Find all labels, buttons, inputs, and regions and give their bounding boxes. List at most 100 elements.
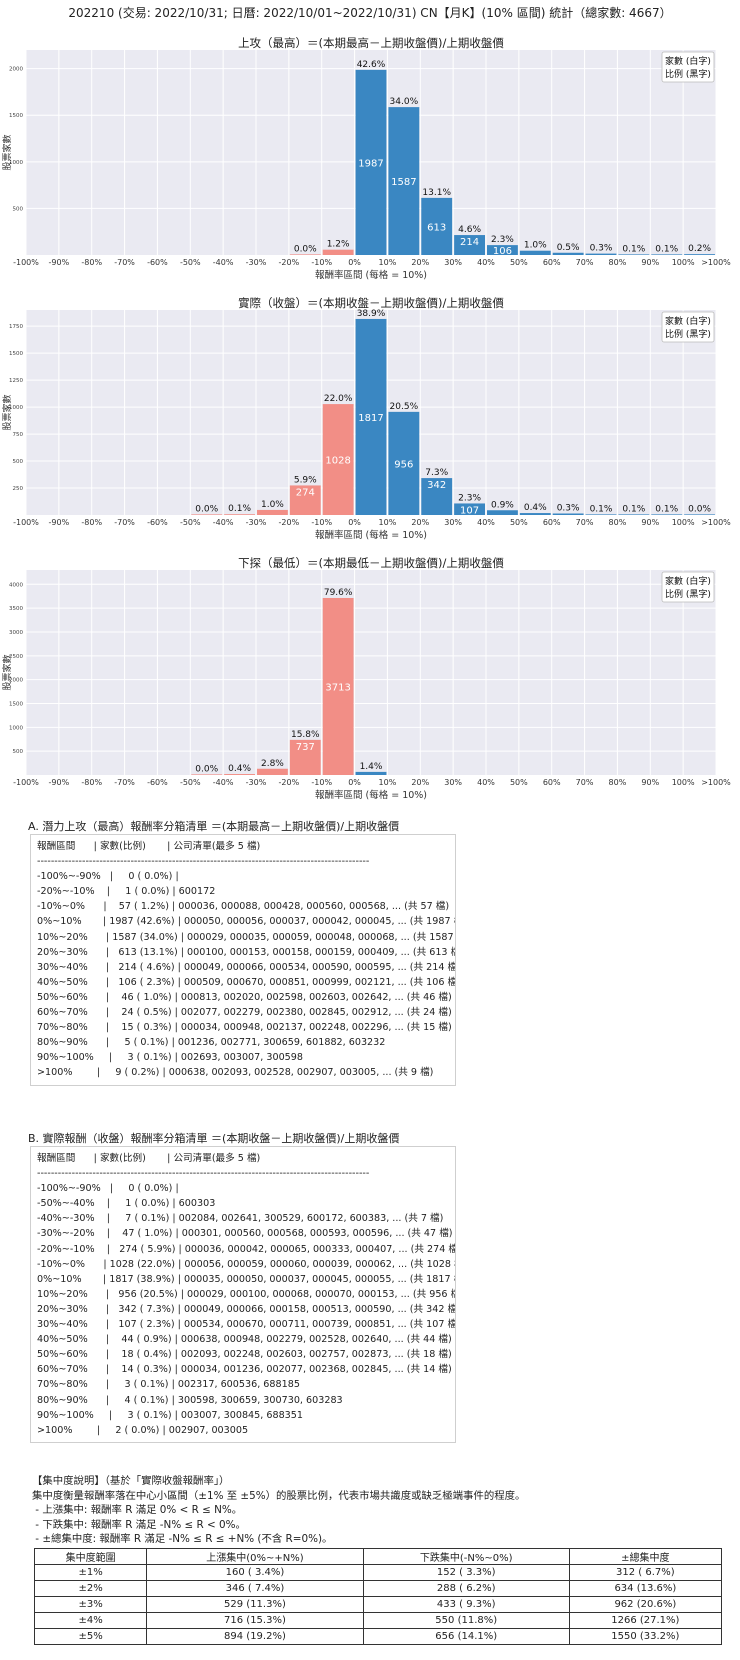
x-tick-label: -60%	[147, 778, 168, 787]
bar	[585, 253, 617, 255]
table-cell: 962 (20.6%)	[568, 1596, 723, 1613]
bar-pct-label: 0.1%	[590, 504, 613, 514]
bar	[355, 318, 387, 515]
y-tick-label: 4000	[9, 582, 23, 588]
x-tick-label: 100%	[672, 258, 695, 267]
note-line: 【集中度說明】（基於「實際收盤報酬率」）	[32, 1475, 230, 1487]
y-tick-label: 1750	[9, 324, 23, 330]
x-tick-label: -100%	[13, 778, 39, 787]
x-tick-label: 10%	[379, 518, 397, 527]
bar	[454, 503, 485, 515]
bar	[322, 597, 354, 775]
x-tick-label: -50%	[180, 258, 201, 267]
x-tick-label: -20%	[279, 258, 300, 267]
x-tick-label: 10%	[379, 778, 397, 787]
x-tick-label: -90%	[49, 518, 70, 527]
x-tick-label: -10%	[311, 258, 332, 267]
table-cell: 346 ( 7.4%)	[146, 1580, 364, 1597]
bar-pct-label: 0.4%	[524, 503, 547, 513]
x-tick-label: 50%	[510, 518, 528, 527]
bar-pct-label: 79.6%	[324, 588, 353, 598]
concentration-table: 集中度範圍 上漲集中(0%~+N%) 下跌集中(-N%~0%) ±總集中度 ±1% 16…	[33, 1548, 723, 1645]
bar-pct-label: 1.2%	[327, 240, 350, 250]
x-tick-label: 10%	[379, 258, 397, 267]
table-cell: 1550 (33.2%)	[568, 1628, 723, 1645]
bar	[289, 485, 321, 515]
y-tick-label: 2000	[9, 67, 23, 73]
y-tick-label: 250	[13, 486, 24, 492]
bar	[487, 510, 518, 515]
x-tick-label: 0%	[348, 518, 361, 527]
bar	[289, 254, 321, 255]
x-tick-label: 40%	[477, 778, 495, 787]
page-title: 202210 (交易: 2022/10/31; 日曆: 2022/10/01~2…	[68, 6, 672, 20]
x-tick-label: 80%	[609, 258, 627, 267]
bar-pct-label: 0.3%	[590, 244, 613, 254]
x-tick-label: 30%	[444, 778, 462, 787]
bar	[618, 514, 650, 515]
y-tick-label: 750	[13, 432, 24, 438]
x-tick-label: 100%	[672, 778, 695, 787]
x-tick-label: -50%	[180, 518, 201, 527]
bar	[191, 514, 223, 515]
bar-count-label: 737	[296, 742, 315, 753]
x-tick-label: 0%	[348, 258, 361, 267]
bar	[552, 513, 584, 515]
note-line: 集中度衡量報酬率落在中心小區間（±1% 至 ±5%）的股票比例，代表市場共識度或…	[32, 1489, 526, 1502]
x-tick-label: -30%	[246, 778, 267, 787]
bar	[388, 107, 420, 255]
bar-count-label: 1817	[358, 413, 383, 424]
bar-count-label: 342	[427, 480, 446, 491]
table-cell: 550 (11.8%)	[362, 1612, 570, 1629]
table-cell: 656 (14.1%)	[362, 1628, 570, 1645]
bar-pct-label: 0.0%	[195, 764, 218, 774]
table-cell: ±1%	[33, 1564, 148, 1581]
x-tick-label: 50%	[510, 778, 528, 787]
bar	[322, 249, 354, 255]
x-tick-label: -70%	[114, 258, 135, 267]
table-cell: 288 ( 6.2%)	[362, 1580, 570, 1597]
bar-pct-label: 1.4%	[360, 762, 383, 772]
bar-pct-label: 34.0%	[390, 97, 419, 107]
bar	[454, 235, 485, 255]
x-tick-label: 0%	[348, 778, 361, 787]
y-tick-label: 1500	[9, 113, 23, 119]
table-header: 下跌集中(-N%~0%)	[362, 1548, 570, 1565]
table-cell: 716 (15.3%)	[146, 1612, 364, 1629]
x-axis-label: 報酬率區間 (每格 = 10%)	[315, 789, 427, 801]
concentration-notes: 【集中度說明】（基於「實際收盤報酬率」） 集中度衡量報酬率落在中心小區間（±1% …	[32, 1474, 525, 1547]
bar-count-label: 3713	[325, 682, 350, 693]
x-tick-label: -100%	[13, 258, 39, 267]
table-cell: ±3%	[33, 1596, 148, 1613]
bar-pct-label: 0.1%	[655, 504, 678, 514]
x-tick-label: -20%	[279, 778, 300, 787]
bar	[552, 252, 584, 255]
bar-pct-label: 0.1%	[655, 244, 678, 254]
x-tick-label: 70%	[576, 778, 594, 787]
x-tick-label: >100%	[701, 518, 731, 527]
table-row: ±4% 716 (15.3%) 550 (11.8%) 1266 (27.1%)	[33, 1612, 723, 1629]
x-tick-label: -10%	[311, 778, 332, 787]
x-tick-label: -40%	[213, 258, 234, 267]
bar	[487, 245, 518, 255]
table-cell: ±5%	[33, 1628, 148, 1645]
table-header: 集中度範圍	[33, 1548, 148, 1565]
x-tick-label: -90%	[49, 778, 70, 787]
y-tick-label: 1500	[9, 351, 23, 357]
legend-box	[661, 571, 715, 603]
bar-pct-label: 38.9%	[357, 309, 386, 319]
x-tick-label: 60%	[543, 778, 561, 787]
chart-title: 實際（收盤）＝(本期收盤－上期收盤價)/上期收盤價	[238, 296, 504, 310]
x-axis-label: 報酬率區間 (每格 = 10%)	[315, 269, 427, 281]
x-axis-label: 報酬率區間 (每格 = 10%)	[315, 529, 427, 541]
x-tick-label: 80%	[609, 778, 627, 787]
bar	[684, 514, 715, 515]
table-cell: 433 ( 9.3%)	[362, 1596, 570, 1613]
x-tick-label: -30%	[246, 518, 267, 527]
upside-chart: 上攻（最高）＝(本期最高－上期收盤價)/上期收盤價 500 1000 1500 2000…	[1, 36, 731, 281]
x-tick-label: 90%	[641, 258, 659, 267]
table-header: 上漲集中(0%~+N%)	[146, 1548, 364, 1565]
table-cell: ±2%	[33, 1580, 148, 1597]
bar-pct-label: 7.3%	[425, 468, 448, 478]
downside-chart: 下探（最低）＝(本期最低－上期收盤價)/上期收盤價 500 1000 1500 2000…	[1, 556, 731, 801]
